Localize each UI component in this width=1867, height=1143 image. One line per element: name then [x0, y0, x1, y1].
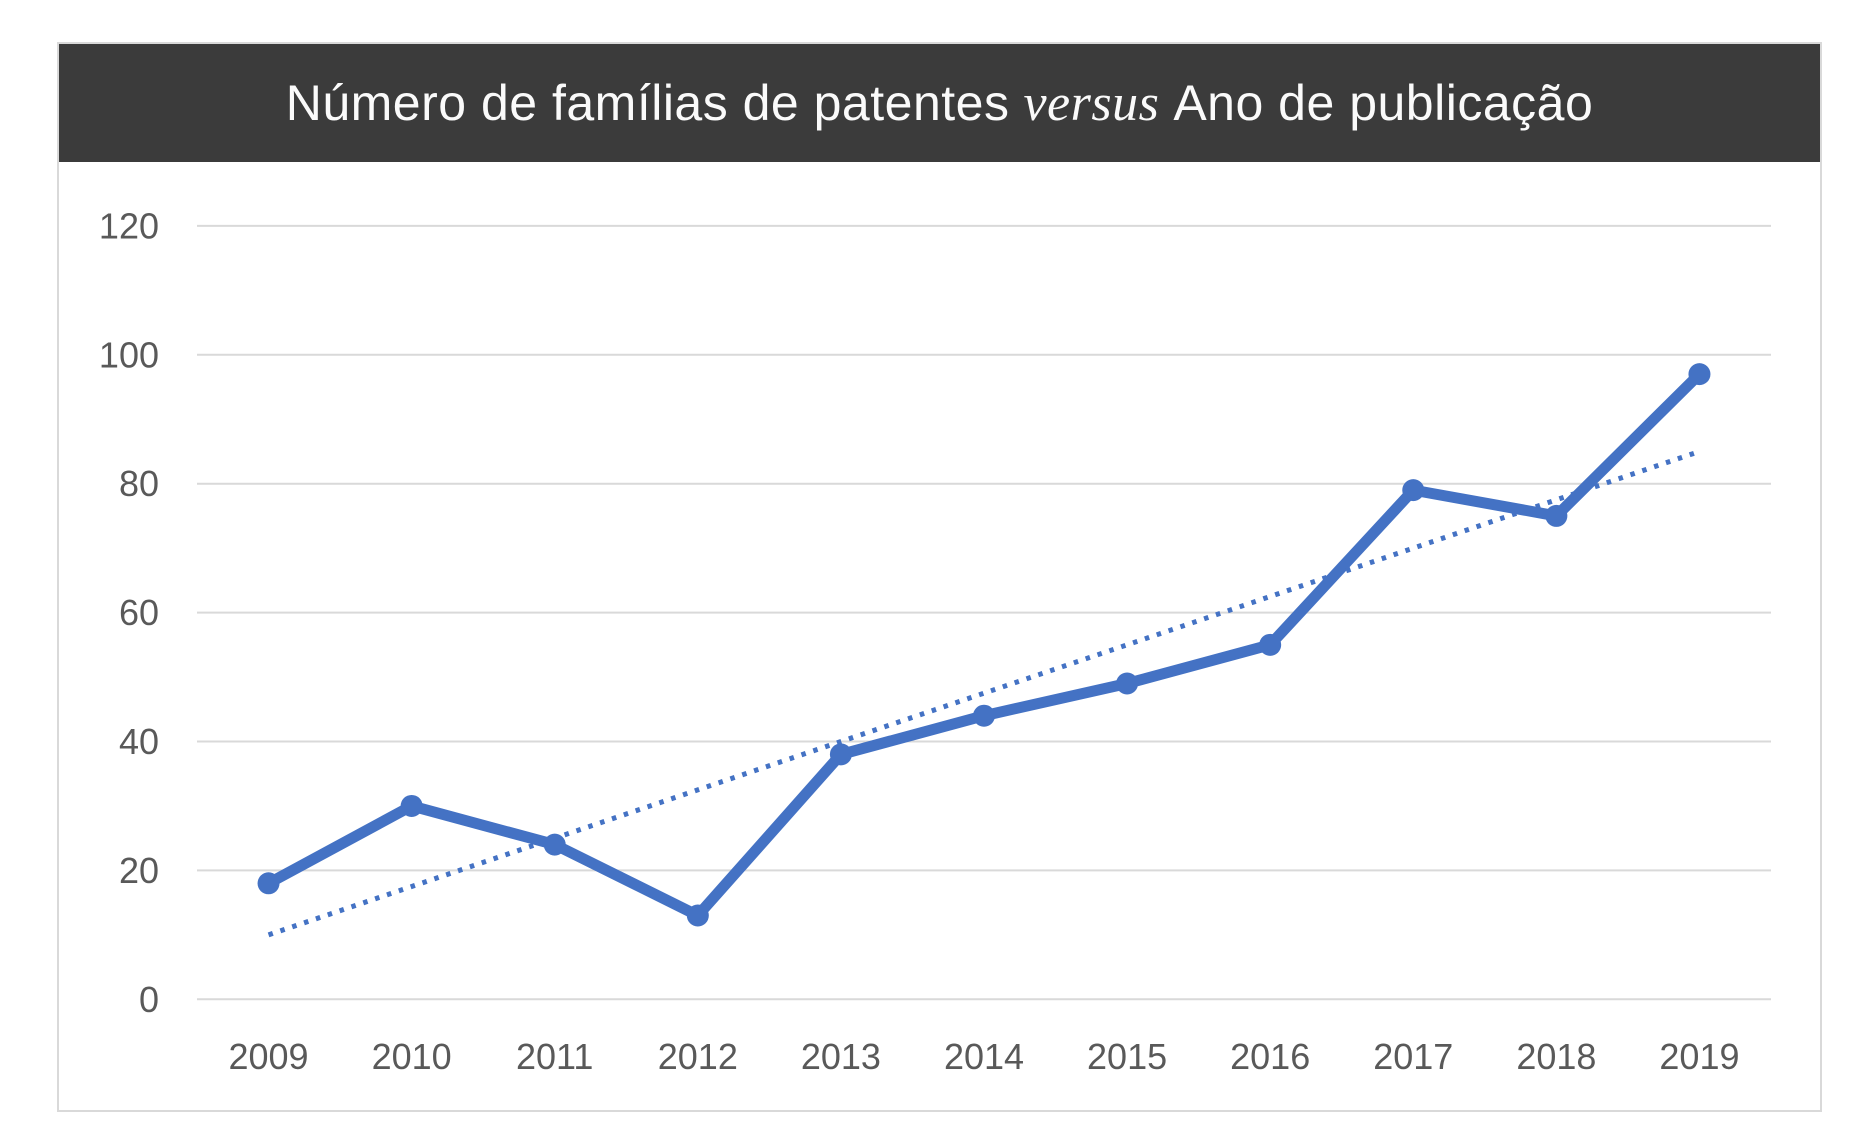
data-point-marker-2019 [1688, 363, 1711, 386]
data-point-marker-2010 [400, 794, 423, 817]
x-axis-tick-label: 2019 [1659, 1036, 1739, 1077]
y-axis-tick-label: 100 [99, 334, 159, 375]
y-axis-tick-label: 60 [119, 592, 159, 633]
chart-title-text: Número de famílias de patentes [285, 75, 1010, 131]
data-point-marker-2014 [973, 704, 995, 727]
x-axis-tick-label: 2018 [1516, 1036, 1596, 1077]
data-point-marker-2017 [1402, 479, 1425, 502]
x-axis-tick-label: 2010 [372, 1036, 452, 1077]
x-axis-tick-label: 2015 [1087, 1036, 1167, 1077]
x-axis-tick-label: 2017 [1373, 1036, 1453, 1077]
plot-area: 0 20 40 60 80 100 120 2009 2010 2011 2012 2013 2014 2… [99, 205, 1771, 1077]
x-axis-tick-label: 2011 [516, 1036, 593, 1077]
data-point-marker-2012 [686, 904, 709, 927]
x-axis-tick-label: 2016 [1230, 1036, 1310, 1077]
data-point-marker-2011 [543, 833, 566, 856]
x-axis-tick-label: 2009 [228, 1036, 308, 1077]
chart-title-bar: Número de famílias de patentes versus An… [59, 44, 1820, 162]
y-axis-tick-label: 0 [139, 979, 159, 1020]
data-point-marker-2013 [829, 743, 852, 766]
chart-title-versus-text: versus [1023, 74, 1160, 132]
data-series-line [263, 368, 1705, 922]
data-point-marker-2016 [1259, 633, 1282, 656]
data-point-marker-2018 [1545, 504, 1568, 527]
x-axis-tick-label: 2014 [944, 1036, 1024, 1077]
y-axis-tick-label: 20 [119, 850, 159, 891]
x-axis-tick-label: 2013 [801, 1036, 881, 1077]
chart-title-suffix-text: Ano de publicação [1173, 75, 1594, 131]
linear-trendline [267, 449, 1701, 938]
chart-frame: Número de famílias de patentes versus An… [57, 42, 1822, 1112]
data-point-marker-2009 [257, 872, 280, 895]
data-point-marker-2015 [1116, 672, 1139, 695]
y-axis-tick-label: 120 [99, 205, 159, 246]
x-axis-tick-label: 2012 [658, 1036, 738, 1077]
y-axis-tick-label: 40 [119, 721, 159, 762]
y-axis-tick-label: 80 [119, 463, 159, 504]
